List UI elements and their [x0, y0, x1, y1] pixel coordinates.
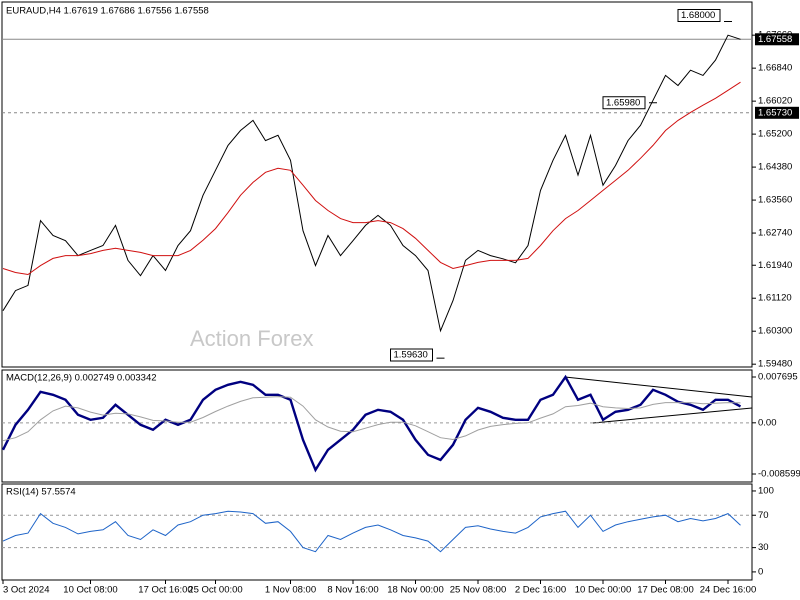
- y-tick-label: 1.63560: [758, 195, 792, 206]
- panel-title: EURAUD,H4 1.67619 1.67686 1.67556 1.6755…: [6, 6, 209, 17]
- y-tick-label: 0: [758, 566, 763, 577]
- macd-panel: [1, 369, 753, 483]
- watermark: Action Forex: [190, 326, 314, 351]
- price-label-box: [755, 106, 799, 119]
- y-tick-label: 1.60300: [758, 326, 792, 337]
- x-tick-label: 25 Nov 08:00: [450, 585, 507, 596]
- y-tick-label: 0.007695: [758, 372, 798, 383]
- x-tick-label: 10 Dec 00:00: [575, 585, 632, 596]
- annotation-box: [390, 348, 433, 362]
- annotation-label: 1.65980: [606, 97, 640, 108]
- series-line: [2, 510, 741, 553]
- annotation-box: [602, 96, 646, 110]
- x-tick-label: 10 Oct 08:00: [63, 585, 117, 596]
- y-tick-label: 30: [758, 542, 769, 553]
- y-tick-label: 1.59480: [758, 359, 792, 370]
- y-tick-label: 1.66020: [758, 96, 792, 107]
- annotation-label: 1.59630: [394, 350, 428, 361]
- x-tick-label: 2 Dec 16:00: [515, 585, 566, 596]
- x-tick-label: 1 Nov 08:00: [265, 585, 316, 596]
- x-tick-label: 17 Oct 16:00: [138, 585, 192, 596]
- panel-title: RSI(14) 57.5574: [6, 487, 76, 498]
- y-tick-label: 1.64380: [758, 162, 792, 173]
- rsi-panel: [1, 483, 753, 581]
- price-panel: [1, 1, 753, 368]
- x-tick-label: 25 Oct 00:00: [188, 585, 242, 596]
- trend-line: [564, 376, 753, 398]
- series-line: [2, 34, 741, 333]
- y-tick-label: 100: [758, 485, 774, 496]
- y-tick-label: 0.00: [758, 417, 777, 428]
- y-tick-label: 1.66840: [758, 63, 792, 74]
- series-line: [1, 374, 742, 473]
- price-label-box: [755, 33, 799, 46]
- y-tick-label: 1.61120: [758, 293, 792, 304]
- y-tick-label: -0.008599: [758, 469, 800, 480]
- y-tick-label: 1.62740: [758, 228, 792, 239]
- x-tick-label: 17 Dec 08:00: [637, 585, 694, 596]
- annotation-box: [677, 9, 721, 23]
- x-tick-label: 18 Nov 00:00: [387, 585, 444, 596]
- trend-line: [592, 407, 753, 424]
- y-tick-label: 1.61940: [758, 260, 792, 271]
- x-tick-label: 8 Nov 16:00: [327, 585, 378, 596]
- annotation-label: 1.68000: [681, 10, 715, 21]
- x-tick-label: 24 Dec 16:00: [700, 585, 757, 596]
- price-label: 1.67558: [758, 34, 792, 45]
- series-line: [2, 396, 741, 442]
- y-tick-label: 1.65200: [758, 129, 792, 140]
- y-tick-label: 70: [758, 510, 769, 521]
- price-label: 1.65730: [758, 107, 792, 118]
- panel-title: MACD(12,26,9) 0.002749 0.003342: [6, 373, 157, 384]
- series-line: [2, 81, 741, 276]
- x-tick-label: 3 Oct 2024: [3, 585, 49, 596]
